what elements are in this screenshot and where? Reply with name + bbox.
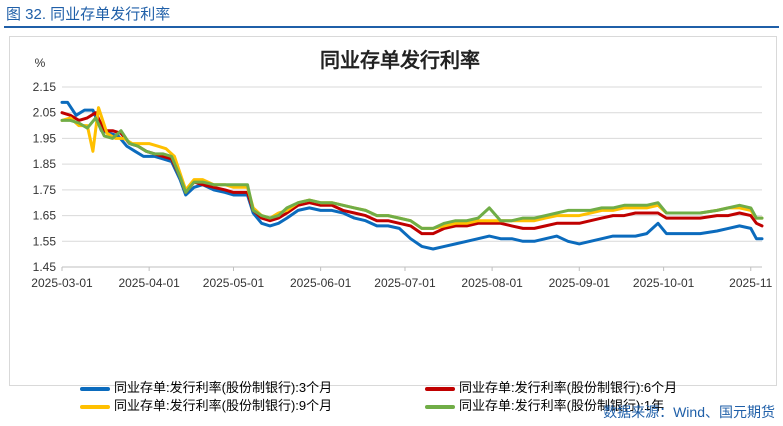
y-tick-label: 1.85 xyxy=(33,157,57,171)
legend-label: 同业存单:发行利率(股份制银行):6个月 xyxy=(459,380,678,395)
legend-swatch xyxy=(425,386,455,391)
chart-title: 同业存单发行利率 xyxy=(320,48,480,72)
legend-swatch xyxy=(425,404,455,409)
chart-frame: 同业存单发行利率 % 2.15 2.05 1.95 1.85 1.75 1.65 1.55 1… xyxy=(9,36,777,413)
x-tick-label: 2025-04-01 xyxy=(118,276,180,290)
legend-item: 同业存单:发行利率(股份制银行):1年 xyxy=(425,395,664,414)
series-line-1 xyxy=(60,100,764,251)
x-tick-label: 2025-06-01 xyxy=(290,276,352,290)
caption-rule xyxy=(4,26,779,28)
x-tick-label: 2025-03-01 xyxy=(31,276,93,290)
y-tick-label: 2.15 xyxy=(33,80,57,94)
x-tick-label: 2025-05-01 xyxy=(203,276,265,290)
data-source: 数据来源：Wind、国元期货 xyxy=(603,404,775,420)
y-tick-label: 1.55 xyxy=(33,234,57,248)
x-tick-label: 2025-10-01 xyxy=(633,276,695,290)
y-axis-unit: % xyxy=(35,56,46,70)
chart-plot: 同业存单发行利率 % 2.15 2.05 1.95 1.85 1.75 1.65 1.55 1… xyxy=(31,48,772,290)
legend-label: 同业存单:发行利率(股份制银行):9个月 xyxy=(114,398,333,413)
legend-label: 同业存单:发行利率(股份制银行):3个月 xyxy=(114,380,333,395)
y-tick-label: 1.45 xyxy=(33,260,57,274)
y-tick-label: 1.75 xyxy=(33,183,57,197)
legend-label: 同业存单:发行利率(股份制银行):1年 xyxy=(459,398,665,413)
y-tick-label: 1.95 xyxy=(33,131,57,145)
legend-item: 同业存单:发行利率(股份制银行):9个月 xyxy=(80,395,332,414)
x-tick-label: 2025-07-01 xyxy=(374,276,436,290)
legend-swatch xyxy=(80,404,110,409)
legend-item: 同业存单:发行利率(股份制银行):3个月 xyxy=(80,377,332,396)
series-line-3 xyxy=(60,106,764,230)
legend-item: 同业存单:发行利率(股份制银行):6个月 xyxy=(425,377,677,396)
x-tick-label: 2025-09-01 xyxy=(549,276,611,290)
series-line-4 xyxy=(60,116,764,230)
x-tick-label: 2025-08-01 xyxy=(461,276,523,290)
figure-caption: 图 32. 同业存单发行利率 xyxy=(6,6,171,23)
x-tick-label: 2025-11 xyxy=(729,276,772,290)
y-tick-label: 1.65 xyxy=(33,209,57,223)
y-tick-label: 2.05 xyxy=(33,106,57,120)
legend-swatch xyxy=(80,386,110,391)
